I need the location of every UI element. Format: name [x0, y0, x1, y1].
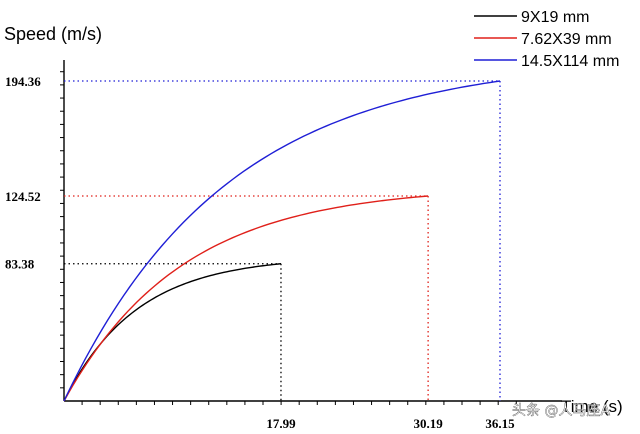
series-line: [63, 195, 429, 402]
y-tick-label: 83.38: [5, 257, 35, 272]
reference-lines: [64, 80, 501, 401]
x-tick-label: 30.19: [413, 416, 443, 431]
y-tick-label: 194.36: [5, 74, 41, 89]
y-axis-label: Speed (m/s): [4, 24, 102, 44]
x-tick-label: 36.15: [485, 416, 515, 431]
series-group: [63, 80, 501, 402]
x-tick-label: 17.99: [266, 416, 296, 431]
legend-label: 14.5X114 mm: [521, 53, 619, 70]
y-tick-label: 124.52: [5, 189, 41, 204]
legend-label: 9X19 mm: [521, 9, 589, 26]
axis-minor-ticks: [60, 71, 517, 405]
x-axis-label: Time (s): [561, 397, 623, 416]
series-line: [63, 80, 501, 402]
watermark-text: 头条 @人马座A: [512, 402, 610, 419]
legend-label: 7.62X39 mm: [521, 31, 612, 48]
series-line: [63, 263, 282, 402]
tick-labels: 83.38 17.99 124.52 30.19 194.36 36.15: [5, 74, 515, 431]
legend: 9X19 mm 7.62X39 mm 14.5X114 mm: [474, 9, 619, 70]
